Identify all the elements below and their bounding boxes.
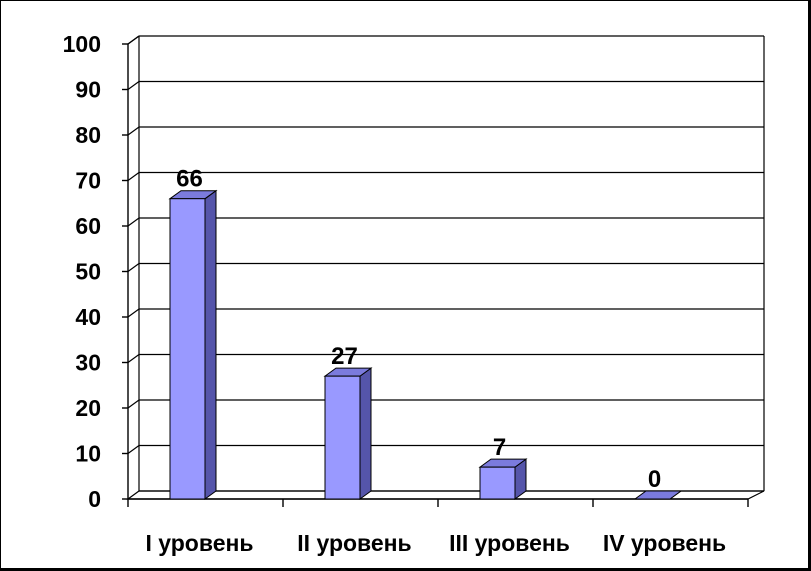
y-tick-label-50: 50: [75, 259, 101, 285]
gridline-depth-50: [127, 263, 140, 272]
gridline-depth-70: [127, 172, 140, 181]
x-tick-label-2: II уровень: [297, 530, 411, 556]
y-tick-label-90: 90: [75, 77, 101, 103]
y-tick-label-70: 70: [75, 168, 101, 194]
data-labels: 66 27 7 0: [176, 166, 661, 493]
bar-top-4: [633, 490, 683, 500]
x-tick-label-1: I уровень: [145, 530, 253, 556]
y-axis-tick-labels: 0 10 20 30 40 50 60 70 80 90 100: [63, 31, 101, 512]
y-tick-label-80: 80: [75, 122, 101, 148]
x-axis-tick-labels: I уровень II уровень III уровень IV уровень: [145, 530, 726, 556]
data-label-1: 66: [176, 166, 203, 193]
bar-side-1: [204, 189, 217, 500]
y-tick-label-60: 60: [75, 213, 101, 239]
bar-front-2: [324, 375, 361, 500]
y-tick-label-20: 20: [75, 395, 101, 421]
y-tick-label-0: 0: [88, 486, 101, 512]
bar-3: [478, 458, 528, 500]
bar-4: [633, 490, 683, 500]
x-tick-label-3: III уровень: [449, 530, 570, 556]
data-label-3: 7: [493, 434, 506, 461]
bar-side-2: [359, 367, 372, 500]
bar-front-1: [169, 198, 206, 500]
y-tick-label-100: 100: [63, 31, 101, 57]
data-label-2: 27: [331, 343, 358, 370]
bar-front-3: [479, 466, 516, 500]
y-axis-top-depth: [127, 35, 140, 45]
gridline-depth-30: [127, 354, 140, 363]
gridline-depth-20: [127, 399, 140, 409]
bars: [168, 189, 683, 500]
gridline-depth-60: [127, 217, 140, 227]
gridline-depth-40: [127, 308, 140, 318]
y-tick-label-10: 10: [75, 441, 101, 467]
y-tick-label-40: 40: [75, 304, 101, 330]
x-tick-label-4: IV уровень: [603, 530, 726, 556]
gridlines: [127, 35, 764, 454]
data-label-4: 0: [648, 466, 661, 493]
gridline-depth-80: [127, 126, 140, 136]
bar-2: [323, 367, 373, 500]
gridline-depth-90: [127, 81, 140, 90]
axes: [122, 35, 765, 507]
y-tick-label-30: 30: [75, 350, 101, 376]
bar-1: [168, 189, 218, 500]
gridline-depth-10: [127, 445, 140, 454]
